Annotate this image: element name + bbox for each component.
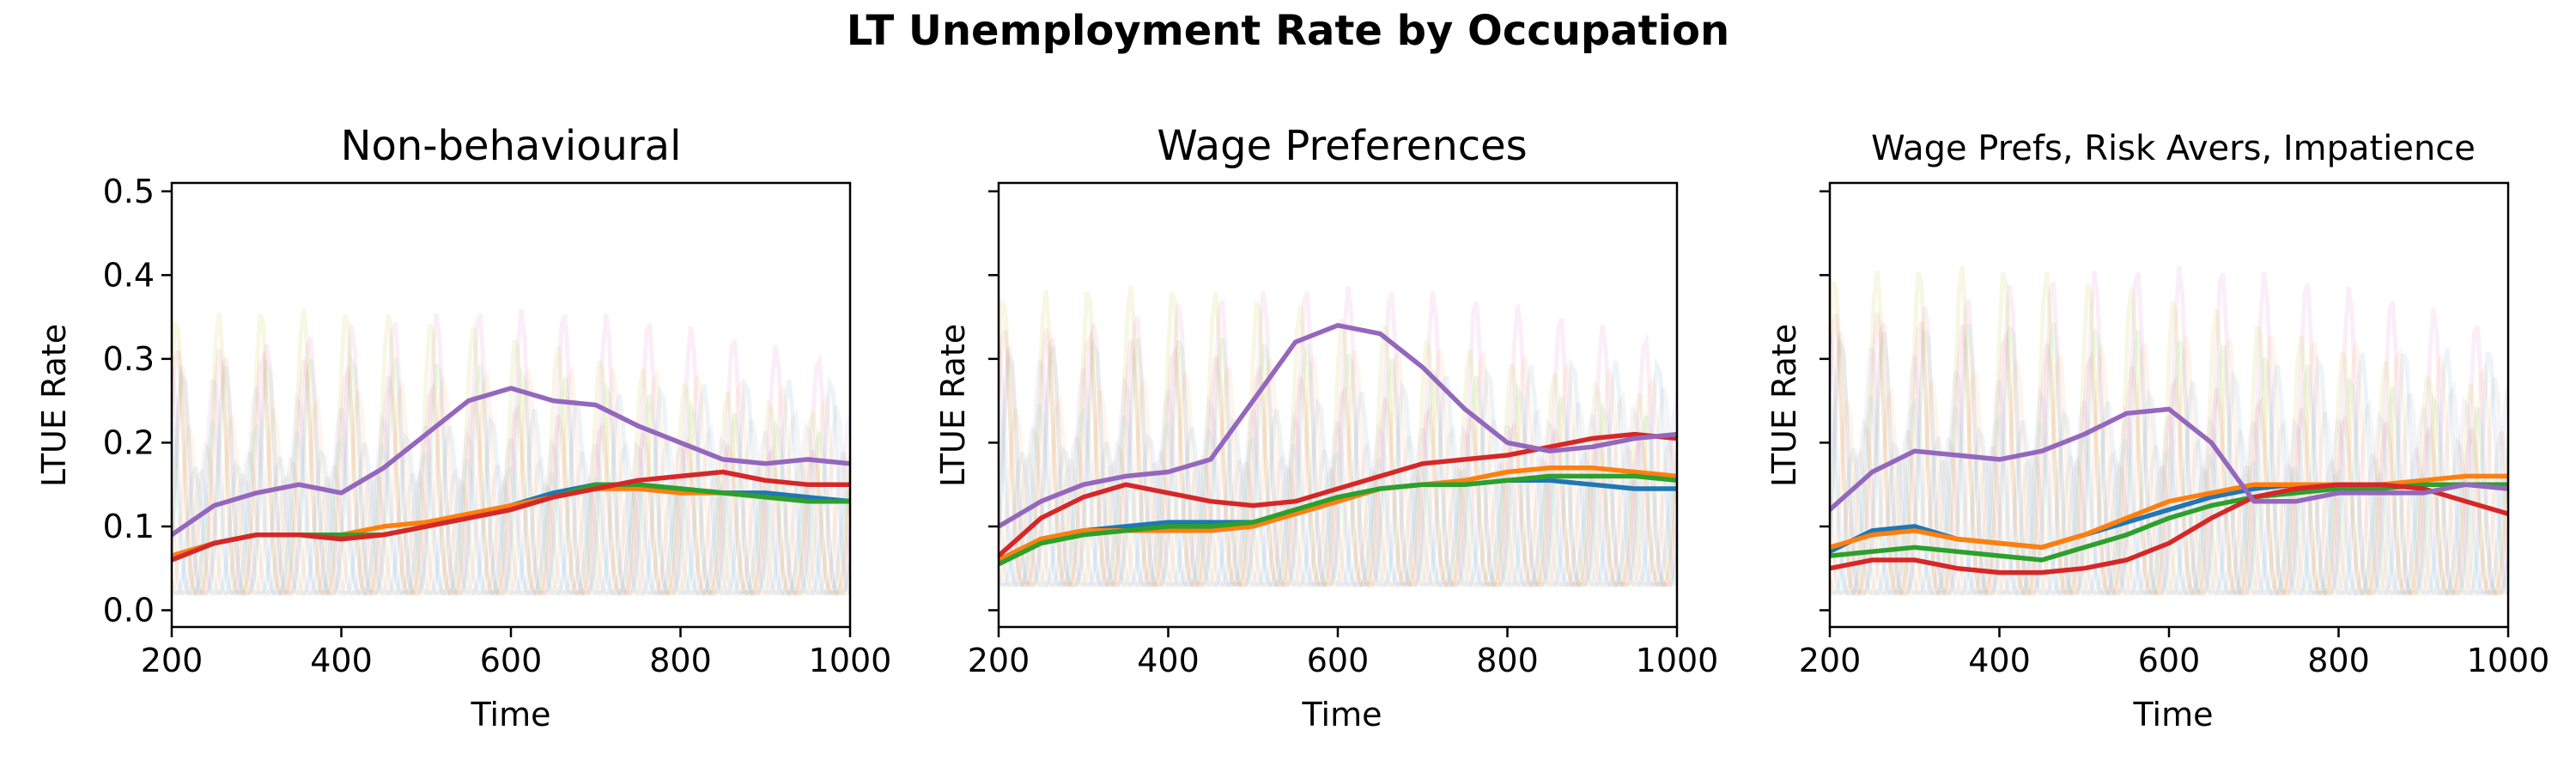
background-trace-olive [172,308,850,596]
background-trace-green [172,352,850,596]
y-axis-label: LTUE Rate [934,324,972,487]
x-tick-label: 600 [480,642,543,679]
background-trace-cyan [1830,394,2508,596]
series-line-purple [172,386,850,538]
x-tick-label: 600 [2138,642,2201,679]
background-trace-gray [999,387,1677,587]
background-trace-cyan [999,403,1677,587]
series-line-green [999,473,1677,567]
x-axis-label: Time [1302,696,1382,733]
background-trace-red [172,349,850,596]
y-tick-label: 0.0 [103,591,155,629]
figure-title: LT Unemployment Rate by Occupation [847,7,1729,55]
x-tick-label: 600 [1307,642,1370,679]
panel-title: Wage Preferences [1157,122,1527,170]
series-line-purple [1830,406,2508,513]
background-trace-cyan [172,420,850,596]
background-trace-brown [999,423,1677,587]
y-tick-label: 0.4 [103,256,155,294]
x-axis-label: Time [2133,696,2214,733]
plot-area [172,308,850,596]
x-tick-label: 800 [1476,642,1539,679]
plot-area [1830,266,2508,596]
x-tick-label: 200 [968,642,1030,679]
background-trace-blue [1830,348,2508,596]
series-line-red [1830,482,2508,575]
background-trace-orange [1830,335,2508,596]
x-tick-label: 400 [310,642,373,679]
x-tick-label: 800 [649,642,712,679]
panel-wage-preferences: Wage Preferences Time LTUE Rate 200 400 60… [934,122,1718,733]
x-tick-label: 800 [2307,642,2370,679]
series-line-red [999,431,1677,558]
y-axis-label: LTUE Rate [1765,324,1803,487]
background-trace-green [999,337,1677,587]
series-line-orange [1830,473,2508,551]
y-tick-label: 0.3 [103,340,155,378]
background-trace-gray [172,405,850,596]
x-tick-label: 200 [141,642,204,679]
y-tick-label: 0.2 [103,423,155,461]
x-tick-label: 1000 [809,642,892,679]
background-trace-purple [999,347,1677,587]
y-tick-label: 0.5 [103,173,155,210]
background-trace-red [999,328,1677,587]
panel-title: Non-behavioural [341,122,682,170]
panel-title: Wage Prefs, Risk Avers, Impatience [1871,129,2476,168]
background-trace-purple [1830,332,2508,596]
background-trace-pink [999,286,1677,587]
x-tick-label: 400 [1137,642,1200,679]
x-tick-label: 1000 [2467,642,2550,679]
background-trace-pink [172,308,850,596]
panel-non-behavioural: Non-behavioural Time LTUE Rate 200 400 600… [35,122,891,733]
x-tick-label: 400 [1968,642,2031,679]
background-trace-brown [172,440,850,596]
y-tick-label: 0.1 [103,508,155,545]
plot-area [999,286,1677,587]
x-tick-label: 200 [1799,642,1862,679]
series-line-purple [999,323,1677,529]
background-trace-red [1830,312,2508,596]
background-trace-purple [172,367,850,596]
series-line-red [172,469,850,563]
y-axis-label: LTUE Rate [35,324,73,487]
background-trace-olive [1830,266,2508,596]
background-trace-orange [999,347,1677,587]
panel-wage-prefs-risk-avers-impatience: Wage Prefs, Risk Avers, Impatience Time … [1765,129,2549,733]
background-trace-blue [172,376,850,596]
background-trace-olive [999,286,1677,587]
x-axis-label: Time [471,696,551,733]
background-trace-gray [1830,377,2508,596]
background-trace-orange [172,364,850,596]
background-trace-brown [1830,417,2508,596]
x-tick-label: 1000 [1636,642,1719,679]
